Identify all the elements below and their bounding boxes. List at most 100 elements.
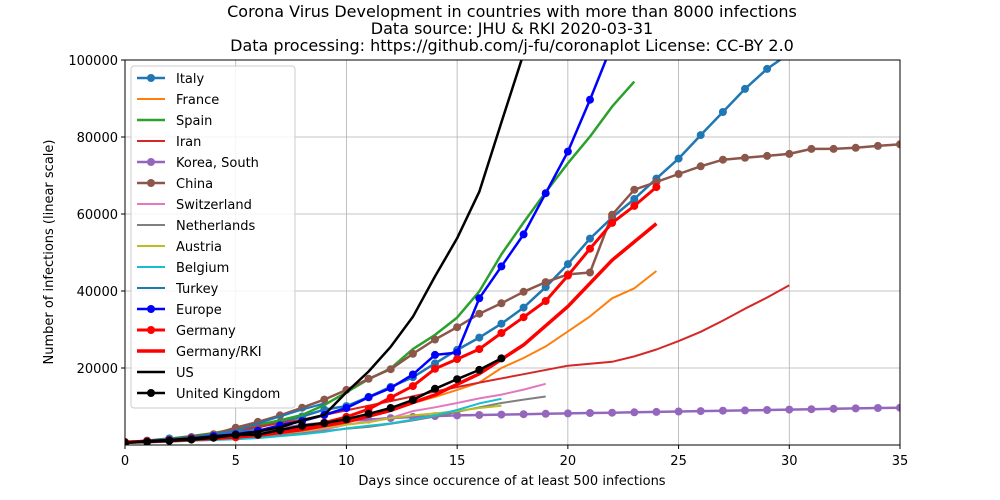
data-point (851, 404, 860, 413)
data-point (453, 375, 462, 384)
data-point (475, 294, 484, 303)
legend-label: Korea, South (176, 156, 259, 171)
data-point (763, 64, 772, 73)
data-point (320, 395, 329, 404)
data-point (453, 323, 462, 332)
data-point (829, 144, 838, 153)
data-point (785, 405, 794, 414)
data-point (608, 408, 617, 417)
legend-label: Netherlands (176, 219, 255, 234)
data-point (143, 437, 152, 445)
legend: Italy France Spain Iran Korea, South China Swi… (130, 65, 296, 409)
legend-item-spain: Spain (137, 114, 212, 129)
legend-marker (147, 74, 155, 82)
data-point (807, 144, 816, 153)
data-point (364, 374, 373, 383)
data-point (475, 365, 484, 374)
legend-item-china: China (137, 177, 213, 192)
data-point (807, 405, 816, 414)
legend-marker (147, 326, 155, 334)
legend-marker (147, 158, 155, 166)
data-point (586, 244, 594, 253)
series-united-kingdom (125, 354, 506, 445)
data-point (718, 155, 727, 164)
legend-item-europe: Europe (137, 303, 222, 318)
data-point (807, 34, 815, 42)
data-point (674, 170, 683, 178)
data-point (830, 15, 838, 23)
data-point (586, 234, 594, 243)
y-tick-label: 60000 (77, 208, 118, 223)
data-point (652, 407, 661, 416)
data-point (276, 426, 284, 434)
legend-item-italy: Italy (137, 72, 205, 87)
series-layer (125, 15, 900, 445)
data-point (563, 260, 572, 269)
data-point (386, 365, 395, 374)
legend-item-netherlands: Netherlands (137, 219, 255, 234)
legend-item-austria: Austria (137, 240, 222, 255)
data-point (829, 404, 838, 413)
legend-label: Turkey (175, 282, 219, 297)
data-point (497, 354, 506, 363)
data-point (342, 415, 351, 424)
legend-label: Italy (176, 72, 205, 87)
chart-title-line-1: Corona Virus Development in countries wi… (227, 2, 797, 21)
legend-box (130, 65, 296, 409)
chart-title-line-3: Data processing: https://github.com/j-fu… (230, 36, 794, 55)
x-tick-label: 35 (892, 454, 909, 469)
data-point (453, 355, 462, 364)
data-point (209, 433, 218, 442)
data-point (431, 384, 439, 393)
legend-item-belgium: Belgium (137, 261, 229, 276)
data-point (873, 141, 882, 150)
data-point (519, 313, 528, 322)
legend-label: China (176, 177, 213, 192)
data-point (873, 404, 882, 412)
x-tick-label: 30 (781, 454, 798, 469)
y-axis-label: Number of infections (linear scale) (42, 140, 57, 365)
x-tick-label: 10 (338, 454, 355, 469)
data-point (896, 403, 900, 412)
data-point (519, 230, 528, 239)
legend-label: Iran (176, 135, 201, 150)
data-point (165, 436, 174, 445)
data-point (475, 345, 484, 354)
y-tick-label: 20000 (77, 362, 118, 377)
legend-marker (147, 389, 155, 397)
legend-marker (147, 179, 155, 187)
data-point (431, 335, 439, 344)
data-point (696, 162, 705, 171)
series-line-iran (125, 284, 790, 444)
x-tick-label: 20 (560, 454, 577, 469)
legend-label: France (176, 93, 219, 108)
legend-label: Austria (176, 240, 222, 255)
legend-label: Germany/RKI (176, 345, 262, 360)
data-point (497, 410, 506, 419)
data-point (408, 396, 417, 404)
data-point (608, 218, 617, 227)
data-point (541, 278, 550, 287)
data-point (630, 195, 639, 203)
data-point (497, 319, 506, 328)
legend-label: Belgium (176, 261, 229, 276)
data-point (763, 151, 772, 160)
legend-label: Germany (176, 324, 236, 339)
data-point (497, 262, 506, 271)
legend-label: United Kingdom (176, 387, 280, 402)
data-point (342, 404, 351, 412)
legend-label: Spain (176, 114, 212, 129)
axis-ticks: 0 5 10 15 20 25 30 35 20000 40000 60000 80000 100000 (68, 54, 908, 469)
data-point (741, 406, 749, 415)
legend-item-germany-rki: Germany/RKI (137, 345, 262, 360)
data-point (696, 131, 705, 140)
data-point (497, 329, 506, 337)
y-tick-label: 100000 (68, 54, 118, 69)
data-point (896, 140, 900, 149)
data-point (763, 406, 772, 414)
data-point (475, 411, 484, 419)
x-axis-label: Days since occurence of at least 500 inf… (358, 474, 665, 489)
legend-item-us: US (137, 366, 194, 381)
data-point (563, 271, 572, 280)
